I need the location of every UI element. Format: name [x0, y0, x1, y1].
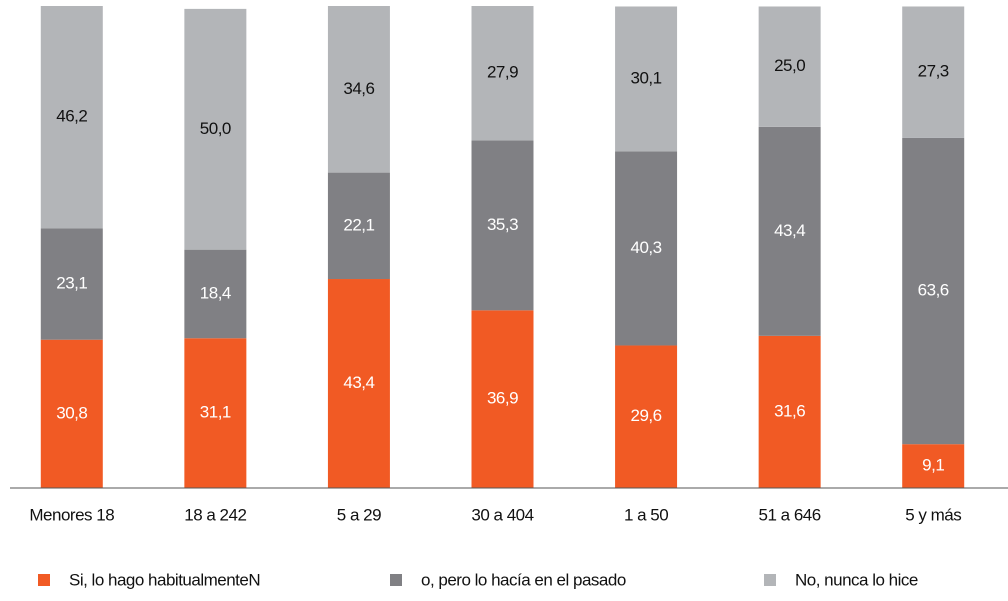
- bar-segment: [40, 228, 103, 340]
- bar-segment: [902, 444, 965, 488]
- value-label: 36,9: [487, 389, 518, 408]
- x-tick-label: 51 a 646: [759, 505, 821, 524]
- bar-segment: [471, 310, 534, 488]
- value-label: 43,4: [343, 373, 374, 392]
- legend-marker: [764, 574, 776, 586]
- bar-segment: [615, 345, 678, 488]
- value-label: 63,6: [918, 281, 949, 300]
- value-label: 23,1: [56, 274, 87, 293]
- value-label: 31,1: [200, 403, 231, 422]
- x-tick-label: 5 a 29: [337, 505, 381, 524]
- bar-segment: [902, 137, 965, 445]
- value-label: 22,1: [343, 215, 374, 234]
- x-tick-label: 5 y más: [905, 505, 961, 524]
- value-label: 50,0: [200, 119, 231, 138]
- bar-segment: [184, 338, 247, 488]
- bar-segment: [902, 6, 965, 138]
- bar-segment: [40, 339, 103, 488]
- x-tick-label: 30 a 404: [471, 505, 533, 524]
- legend-marker: [390, 574, 402, 586]
- bar-segment: [758, 335, 821, 488]
- bar-segment: [184, 8, 247, 250]
- bar-segment: [615, 6, 678, 152]
- value-label: 29,6: [631, 406, 662, 425]
- legend-label: No, nunca lo hice: [795, 570, 918, 589]
- value-label: 31,6: [774, 401, 805, 420]
- legend-label: Si, lo hago habitualmenteN: [69, 570, 260, 589]
- value-label: 43,4: [774, 221, 805, 240]
- value-label: 27,3: [918, 62, 949, 81]
- bar-segment: [471, 6, 534, 141]
- value-label: 34,6: [343, 79, 374, 98]
- legend-marker: [38, 574, 50, 586]
- bar-segment: [184, 249, 247, 339]
- x-tick-label: Menores 18: [29, 505, 114, 524]
- x-tick-label: 18 a 242: [184, 505, 246, 524]
- bar-segment: [758, 6, 821, 127]
- bar-segment: [615, 151, 678, 346]
- bar-segment: [471, 140, 534, 311]
- value-label: 30,8: [56, 403, 87, 422]
- bar-segment: [327, 6, 390, 173]
- x-tick-label: 1 a 50: [624, 505, 668, 524]
- legend-label: o, pero lo hacía en el pasado: [421, 570, 626, 589]
- bar-segment: [758, 126, 821, 336]
- bar-segment: [327, 172, 390, 280]
- value-label: 46,2: [56, 107, 87, 126]
- value-label: 25,0: [774, 56, 805, 75]
- value-label: 30,1: [631, 68, 662, 87]
- bar-segment: [327, 279, 390, 488]
- value-label: 9,1: [922, 456, 944, 475]
- value-label: 40,3: [631, 238, 662, 257]
- value-label: 18,4: [200, 283, 231, 302]
- value-label: 27,9: [487, 63, 518, 82]
- value-label: 35,3: [487, 215, 518, 234]
- bar-segment: [40, 6, 103, 229]
